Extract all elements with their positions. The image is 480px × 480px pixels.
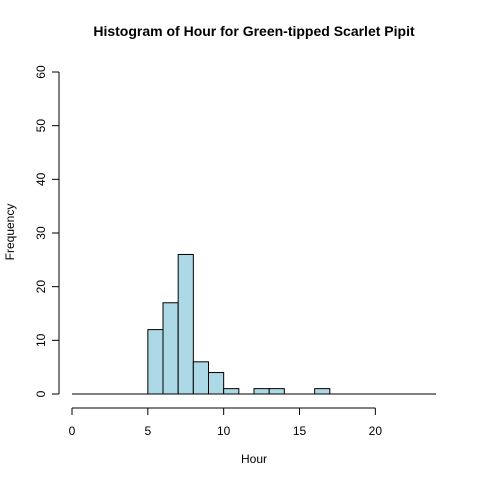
chart-title: Histogram of Hour for Green-tipped Scarl… xyxy=(93,23,415,39)
x-tick-label: 15 xyxy=(293,424,307,438)
y-axis-label: Frequency xyxy=(3,204,17,261)
y-axis: 0 10 20 30 40 50 60 xyxy=(34,65,60,397)
x-tick-label: 20 xyxy=(369,424,383,438)
y-tick-label: 10 xyxy=(34,333,48,347)
y-tick-label: 0 xyxy=(34,390,48,397)
histogram-bar xyxy=(314,388,331,395)
histogram-bar xyxy=(162,302,179,395)
histogram-bar xyxy=(177,253,194,395)
histogram-bar xyxy=(147,329,164,395)
y-tick-label: 30 xyxy=(34,226,48,240)
x-tick-label: 5 xyxy=(144,424,151,438)
x-tick-label: 0 xyxy=(69,424,76,438)
histogram-bar xyxy=(208,372,225,395)
x-axis: 0 5 10 15 20 xyxy=(69,407,383,438)
histogram-bars xyxy=(147,253,331,395)
histogram-bar xyxy=(223,388,240,395)
x-tick-label: 10 xyxy=(217,424,231,438)
x-axis-label: Hour xyxy=(241,452,267,466)
y-tick-label: 40 xyxy=(34,172,48,186)
y-tick-label: 50 xyxy=(34,119,48,133)
histogram-bar xyxy=(268,388,285,395)
y-tick-label: 20 xyxy=(34,280,48,294)
histogram-bar xyxy=(253,388,270,395)
histogram-bar xyxy=(192,361,209,395)
y-tick-label: 60 xyxy=(34,65,48,79)
